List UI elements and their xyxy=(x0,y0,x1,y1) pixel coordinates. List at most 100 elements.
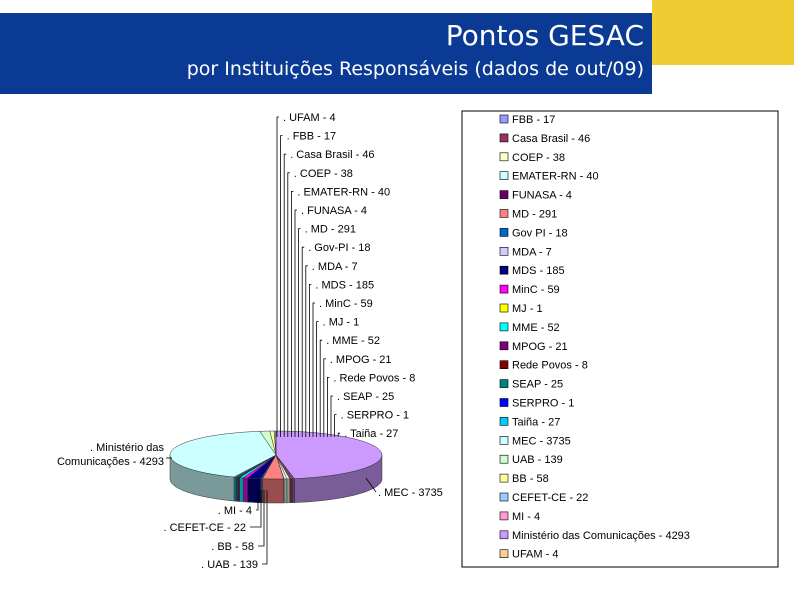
legend-swatch xyxy=(499,454,509,464)
legend-label: Casa Brasil - 46 xyxy=(512,133,590,145)
callout-label: . MD - 291 xyxy=(305,224,356,236)
callout-leader xyxy=(330,395,333,437)
callout-leader xyxy=(337,432,341,437)
callout-leader xyxy=(280,135,283,437)
callout-label: . UAB - 139 xyxy=(201,559,258,571)
legend-label: MEC - 3735 xyxy=(512,435,571,447)
callout-leader xyxy=(258,490,265,547)
callout-label: . Casa Brasil - 46 xyxy=(290,149,374,161)
callout-label: Comunicações - 4293 xyxy=(57,456,164,468)
callout-label: . UFAM - 4 xyxy=(283,112,336,124)
page-subtitle: por Instituições Responsáveis (dados de … xyxy=(186,58,644,80)
callout-leader xyxy=(287,172,290,437)
legend-label: Ministério das Comunicações - 4293 xyxy=(512,530,690,542)
callout-label: . MPOG - 21 xyxy=(330,354,392,366)
callout-label: . Taiña - 27 xyxy=(344,428,398,440)
legend-label: BB - 58 xyxy=(512,473,549,485)
legend-swatch xyxy=(499,190,509,199)
callout-leader xyxy=(256,490,259,511)
legend-label: CEFET-CE - 22 xyxy=(512,492,588,504)
legend-label: SEAP - 25 xyxy=(512,379,563,391)
callout-label: . EMATER-RN - 40 xyxy=(297,186,390,198)
legend-label: Gov PI - 18 xyxy=(512,227,568,239)
callout-leader xyxy=(262,490,268,565)
legend-swatch xyxy=(499,492,509,502)
legend-swatch xyxy=(499,114,509,124)
callout-leader xyxy=(365,477,377,493)
callout-label: . MinC - 59 xyxy=(319,298,373,310)
legend-label: Taiña - 27 xyxy=(512,416,560,428)
legend-label: MJ - 1 xyxy=(512,303,543,315)
callout-leader xyxy=(312,302,315,437)
callout-leader xyxy=(323,358,326,437)
callout-leader xyxy=(276,116,279,437)
title-banner: Pontos GESAC por Instituições Responsáve… xyxy=(0,13,652,94)
legend-swatch xyxy=(499,341,509,351)
callout-leader xyxy=(301,246,305,437)
legend-swatch xyxy=(499,360,509,370)
callout-leader xyxy=(334,414,337,437)
callout-label: . CEFET-CE - 22 xyxy=(163,522,246,534)
legend-swatch xyxy=(499,511,509,521)
pie-side-mme xyxy=(239,476,244,503)
legend-label: COEP - 38 xyxy=(512,152,565,164)
pie-side-emater-rn xyxy=(283,478,288,504)
callout-label: . SERPRO - 1 xyxy=(341,410,409,422)
callout-label: . SEAP - 25 xyxy=(337,391,394,403)
callout-label: . Ministério das xyxy=(90,442,164,454)
legend-swatch xyxy=(499,133,509,143)
legend-label: MinC - 59 xyxy=(512,284,560,296)
callout-label: . MEC - 3735 xyxy=(378,487,443,499)
callout-leader xyxy=(316,321,319,437)
legend-swatch xyxy=(499,530,509,540)
pie-side-seap xyxy=(235,476,238,502)
callout-leader xyxy=(283,153,287,437)
pie-side-casa-brasil xyxy=(289,478,294,504)
callout-label: . MDA - 7 xyxy=(312,261,358,273)
legend-label: UAB - 139 xyxy=(512,454,563,466)
legend-swatch xyxy=(499,303,509,313)
pie-slice-mec xyxy=(169,431,277,478)
callout-label: . FBB - 17 xyxy=(287,131,337,143)
callout-leader xyxy=(308,283,312,437)
legend-swatch xyxy=(499,209,509,218)
pie-side-mds xyxy=(247,477,261,503)
pie-side-minc xyxy=(243,477,248,503)
legend-label: FBB - 17 xyxy=(512,114,555,126)
legend-label: MI - 4 xyxy=(512,511,540,523)
pie-side-coep xyxy=(286,478,290,504)
legend-swatch xyxy=(499,247,509,256)
legend-label: MD - 291 xyxy=(512,209,557,221)
legend-swatch xyxy=(499,228,509,237)
legend-swatch xyxy=(499,265,509,275)
callout-leader xyxy=(290,190,294,437)
legend-label: FUNASA - 4 xyxy=(512,190,572,202)
callout-label: . BB - 58 xyxy=(211,541,254,553)
legend-swatch xyxy=(499,322,509,332)
pie-side-tai-a xyxy=(233,476,237,502)
legend-label: MDA - 7 xyxy=(512,246,552,258)
legend-label: Rede Povos - 8 xyxy=(512,360,588,372)
callout-label: . MJ - 1 xyxy=(323,317,360,329)
callout-leader xyxy=(305,265,308,437)
legend-swatch xyxy=(499,284,509,294)
legend-swatch xyxy=(499,473,509,483)
legend-box xyxy=(461,110,779,568)
callout-leader xyxy=(294,209,297,437)
callout-label: . MDS - 185 xyxy=(315,279,374,291)
callout-label: . MME - 52 xyxy=(326,335,380,347)
legend-swatch xyxy=(499,549,509,559)
legend-swatch xyxy=(499,152,509,162)
legend-swatch xyxy=(499,398,509,407)
legend-swatch xyxy=(499,417,509,426)
pie-side-md xyxy=(262,478,284,504)
legend-label: EMATER-RN - 40 xyxy=(512,171,599,183)
accent-block xyxy=(652,0,794,65)
callout-leader xyxy=(319,339,323,437)
callout-label: . MI - 4 xyxy=(218,505,252,517)
callout-label: . FUNASA - 4 xyxy=(301,205,367,217)
legend-label: MME - 52 xyxy=(512,322,560,334)
callout-leader xyxy=(250,490,262,528)
legend-label: UFAM - 4 xyxy=(512,549,558,561)
